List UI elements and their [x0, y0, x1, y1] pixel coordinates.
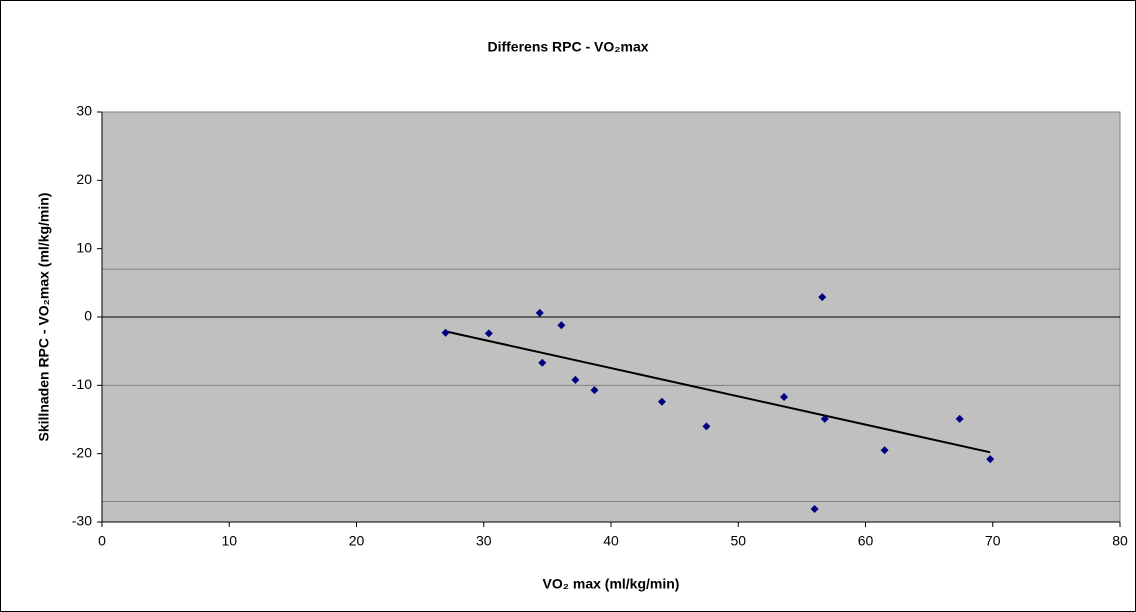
- data-point: [484, 329, 493, 338]
- data-point: [538, 358, 547, 367]
- x-tick-label: 0: [98, 533, 106, 549]
- y-tick-label: -30: [72, 513, 92, 529]
- data-point: [590, 386, 599, 395]
- y-tick-label: -10: [72, 376, 92, 392]
- data-point: [810, 505, 819, 514]
- y-tick-label: 30: [76, 103, 92, 119]
- y-axis-label: Skillnaden RPC - VO₂max (ml/kg/min): [36, 193, 52, 442]
- data-point: [955, 414, 964, 423]
- x-tick-label: 10: [221, 533, 237, 549]
- chart-title: Differens RPC - VO₂max: [487, 39, 648, 55]
- y-tick-label: 0: [84, 308, 92, 324]
- trend-line: [445, 330, 991, 454]
- data-point: [535, 308, 544, 317]
- data-point: [818, 293, 827, 302]
- data-point: [441, 328, 450, 337]
- y-tick-label: -20: [72, 444, 92, 460]
- data-point: [986, 455, 995, 464]
- data-point: [571, 375, 580, 384]
- y-tick-label: 10: [76, 239, 92, 255]
- x-tick-label: 60: [858, 533, 874, 549]
- x-tick-label: 50: [730, 533, 746, 549]
- x-tick-label: 70: [985, 533, 1001, 549]
- data-point: [780, 392, 789, 401]
- x-axis-label: VO₂ max (ml/kg/min): [543, 576, 680, 592]
- data-point: [557, 321, 566, 330]
- x-tick-label: 30: [476, 533, 492, 549]
- data-point: [702, 422, 711, 431]
- x-tick-label: 80: [1112, 533, 1128, 549]
- data-point: [820, 414, 829, 423]
- x-tick-label: 40: [603, 533, 619, 549]
- x-tick-label: 20: [349, 533, 365, 549]
- data-point: [880, 446, 889, 455]
- y-tick-label: 20: [76, 171, 92, 187]
- data-point: [657, 397, 666, 406]
